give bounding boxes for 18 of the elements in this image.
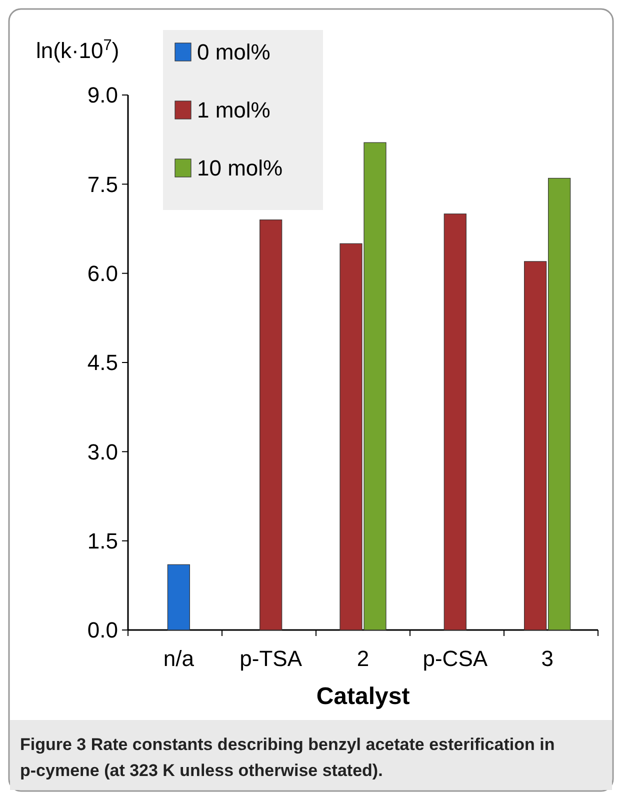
legend-label: 0 mol%: [197, 40, 270, 65]
legend-label: 1 mol%: [197, 98, 270, 123]
x-axis-title: Catalyst: [316, 683, 410, 710]
caption: Figure 3 Rate constants describing benzyl acetate esterification in p-cymene (at 323 K unless otherwise stated).: [20, 735, 555, 780]
y-tick-label: 1.5: [87, 528, 118, 554]
x-tick-label: p-CSA: [422, 646, 488, 671]
y-tick-label: 6.0: [87, 261, 118, 286]
x-tick-label: n/a: [163, 646, 195, 671]
y-axis-title: ln(k·10$^{7}$): [36, 36, 120, 63]
y-tick-label: 4.5: [87, 350, 118, 376]
y-tick-label: 7.5: [87, 172, 118, 197]
y-tick-label: 9.0: [87, 82, 118, 108]
y-tick-label: 0.0: [87, 618, 118, 643]
legend-label: 10 mol%: [197, 156, 283, 181]
x-tick-label: 2: [356, 646, 370, 671]
y-tick-label: 3.0: [87, 439, 118, 464]
x-tick-label: p-TSA: [240, 646, 302, 671]
x-tick-label: 3: [541, 646, 554, 671]
